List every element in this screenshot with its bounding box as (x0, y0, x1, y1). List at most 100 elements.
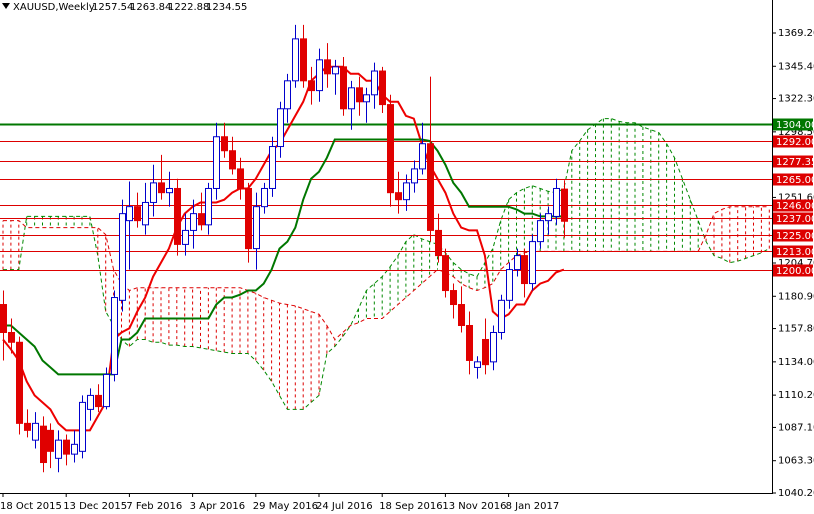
level-label-box (773, 135, 813, 148)
candle-body (229, 150, 236, 170)
candle-body (300, 38, 307, 82)
candle-body (174, 187, 181, 245)
y-tick-label: 1298.50 (778, 127, 814, 138)
candle-body (245, 187, 252, 250)
ohlc-close: 1234.55 (206, 2, 247, 13)
y-tick-label: 1063.30 (778, 456, 814, 467)
candle-body (63, 439, 70, 455)
level-label-box (773, 212, 813, 225)
candle-body (435, 229, 442, 257)
candle-body (308, 80, 315, 92)
x-tick-label: 8 Jan 2017 (506, 501, 560, 512)
level-label-box (773, 199, 813, 212)
level-label: 1237.00 (776, 214, 814, 225)
level-label-box (773, 229, 813, 242)
candle-body (553, 187, 560, 217)
level-label-box (773, 118, 813, 131)
level-label: 1200.00 (776, 266, 814, 277)
candle-body (537, 220, 544, 243)
candle-body (521, 255, 528, 285)
y-tick-label: 1322.30 (778, 94, 814, 105)
candle-body (261, 187, 268, 208)
candle-body (253, 206, 260, 250)
menu-arrow-icon[interactable] (2, 3, 10, 9)
candle-body (198, 213, 205, 226)
y-tick-label: 1134.00 (778, 357, 814, 368)
candle-body (403, 182, 410, 201)
x-tick-label: 18 Sep 2016 (379, 501, 442, 512)
y-tick-label: 1157.80 (778, 324, 814, 335)
level-label-box (773, 245, 813, 258)
candle-body (269, 146, 276, 189)
x-tick-label: 3 Apr 2016 (190, 501, 245, 512)
header: XAUUSD,Weekly 1257.54 1263.84 1222.88 12… (2, 2, 247, 13)
ohlc-high: 1263.84 (130, 2, 171, 13)
candles (0, 24, 568, 473)
level-label: 1225.00 (776, 231, 814, 242)
candle-body (190, 213, 197, 231)
x-tick-label: 13 Nov 2016 (442, 501, 506, 512)
candle-body (24, 422, 31, 431)
y-tick-label: 1180.90 (778, 291, 814, 302)
ohlc-open: 1257.54 (92, 2, 133, 13)
candle-body (95, 394, 102, 408)
candle-body (16, 341, 23, 424)
candle-body (482, 338, 489, 366)
candle-body (158, 182, 165, 194)
indicator-line (3, 138, 564, 376)
candle-body (545, 213, 552, 222)
levels (0, 123, 772, 271)
level-label-box (773, 264, 813, 277)
candle-body (134, 206, 141, 222)
candle-body (442, 255, 449, 292)
candle-body (166, 187, 173, 194)
level-label: 1277.35 (776, 157, 814, 168)
y-tick-label: 1040.20 (778, 488, 814, 499)
span-b-line (3, 206, 770, 341)
candle-body (371, 70, 378, 96)
candle-body (47, 429, 54, 452)
candle-body (284, 80, 291, 110)
candle-body (379, 70, 386, 106)
candle-body (316, 59, 323, 92)
level-label-box (773, 155, 813, 168)
symbol-label: XAUUSD,Weekly (13, 2, 95, 13)
level-label: 1213.00 (776, 247, 814, 258)
level-label: 1292.00 (776, 137, 814, 148)
candle-body (221, 136, 228, 152)
level-label: 1304.00 (776, 120, 814, 131)
candle-body (126, 206, 133, 222)
level-label: 1265.00 (776, 175, 814, 186)
candle-body (142, 201, 149, 226)
candle-body (111, 297, 118, 375)
y-tick-label: 1087.10 (778, 422, 814, 433)
candle-body (458, 304, 465, 326)
candle-body (40, 425, 47, 464)
x-tick-label: 24 Jul 2016 (316, 501, 373, 512)
y-tick-label: 1345.40 (778, 61, 814, 72)
x-tick-label: 18 Oct 2015 (0, 501, 62, 512)
candle-body (150, 182, 157, 203)
span-a-line (3, 118, 770, 410)
candle-body (363, 94, 370, 103)
x-tick-label: 13 Dec 2015 (63, 501, 127, 512)
candle-body (506, 269, 513, 301)
candle-body (119, 213, 126, 301)
candle-body (182, 229, 189, 245)
candle-body (324, 59, 331, 75)
candle-body (490, 331, 497, 363)
candle-body (205, 187, 212, 226)
level-label: 1246.00 (776, 201, 814, 212)
candle-body (411, 168, 418, 184)
candle-body (8, 331, 15, 343)
candle-body (529, 241, 536, 285)
candle-body (450, 290, 457, 306)
candle-body (332, 66, 339, 75)
candle-body (103, 373, 110, 408)
candle-body (237, 168, 244, 189)
candle-body (348, 87, 355, 110)
y-tick-label: 1369.20 (778, 28, 814, 39)
